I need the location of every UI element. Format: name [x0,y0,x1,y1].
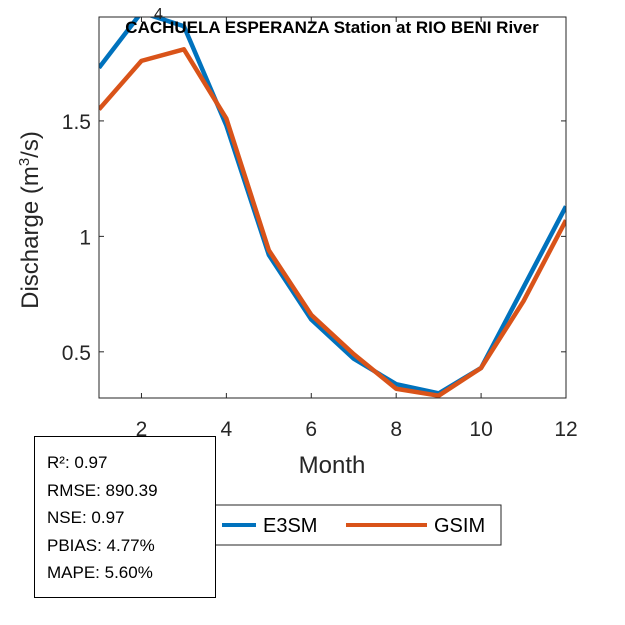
legend-label-e3sm: E3SM [263,515,317,537]
y-tick-label: 1.5 [62,111,91,134]
stat-pbias: PBIAS: 4.77% [47,535,155,555]
chart-title: CACHUELA ESPERANZA Station at RIO BENI R… [125,18,539,37]
legend: E3SM GSIM [213,504,502,546]
x-tick-label: 4 [221,418,233,441]
stat-mape: MAPE: 5.60% [47,563,153,582]
stat-rmse: RMSE: 890.39 [47,480,158,500]
axes-box [98,16,567,399]
plot-lines [99,17,566,398]
y-tick-label: 0.5 [62,342,91,365]
stat-r2: R²: 0.97 [47,453,108,472]
x-tick-label: 6 [305,418,317,441]
stats-box: R²: 0.97 RMSE: 890.39 NSE: 0.97 PBIAS: 4… [34,436,216,598]
legend-label-gsim: GSIM [434,515,485,537]
x-tick-label: 2 [136,418,148,441]
x-axis-ticks: 2 4 6 8 10 12 [136,17,578,441]
series-line-gsim [99,47,566,398]
x-tick-label: 12 [554,418,577,441]
y-tick-label: 1 [79,226,91,249]
y-axis-label: Discharge (m3/s) [16,131,44,309]
axis-exponent-label: 4 [154,6,163,23]
x-tick-label: 10 [469,418,492,441]
x-axis-label: Month [299,452,366,479]
y-axis-ticks: 0.5 1 1.5 [62,111,566,365]
stat-nse: NSE: 0.97 [47,508,125,527]
x-tick-label: 8 [390,418,402,441]
